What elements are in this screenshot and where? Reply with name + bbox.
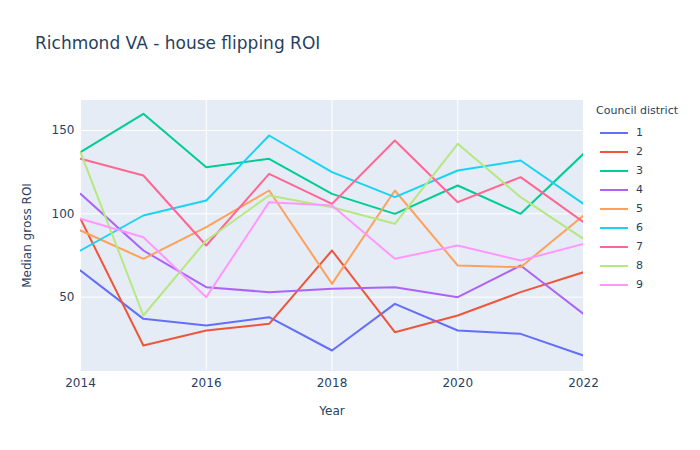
svg-text:150: 150 <box>52 123 75 137</box>
html-text:4: 4 <box>636 183 643 196</box>
html-text:8: 8 <box>636 259 643 272</box>
html-text:5: 5 <box>636 202 643 215</box>
html-text:1: 1 <box>636 126 643 139</box>
svg-text:2018: 2018 <box>317 376 348 390</box>
svg-text:2014: 2014 <box>65 376 96 390</box>
svg-text:Year: Year <box>318 404 344 418</box>
html-text:Council district: Council district <box>596 104 678 117</box>
html-text:3: 3 <box>636 164 643 177</box>
html-text:Richmond VA - house flipping R: Richmond VA - house flipping ROI <box>35 33 321 53</box>
svg-text:2016: 2016 <box>191 376 222 390</box>
svg-text:50: 50 <box>59 290 74 304</box>
svg-text:100: 100 <box>52 207 75 221</box>
html-text:9: 9 <box>636 278 643 291</box>
svg-text:Median gross ROI: Median gross ROI <box>20 183 34 288</box>
svg-text:2022: 2022 <box>568 376 599 390</box>
html-text:7: 7 <box>636 240 643 253</box>
svg-text:2020: 2020 <box>442 376 473 390</box>
html-text:2: 2 <box>636 145 643 158</box>
html-text:6: 6 <box>636 221 643 234</box>
